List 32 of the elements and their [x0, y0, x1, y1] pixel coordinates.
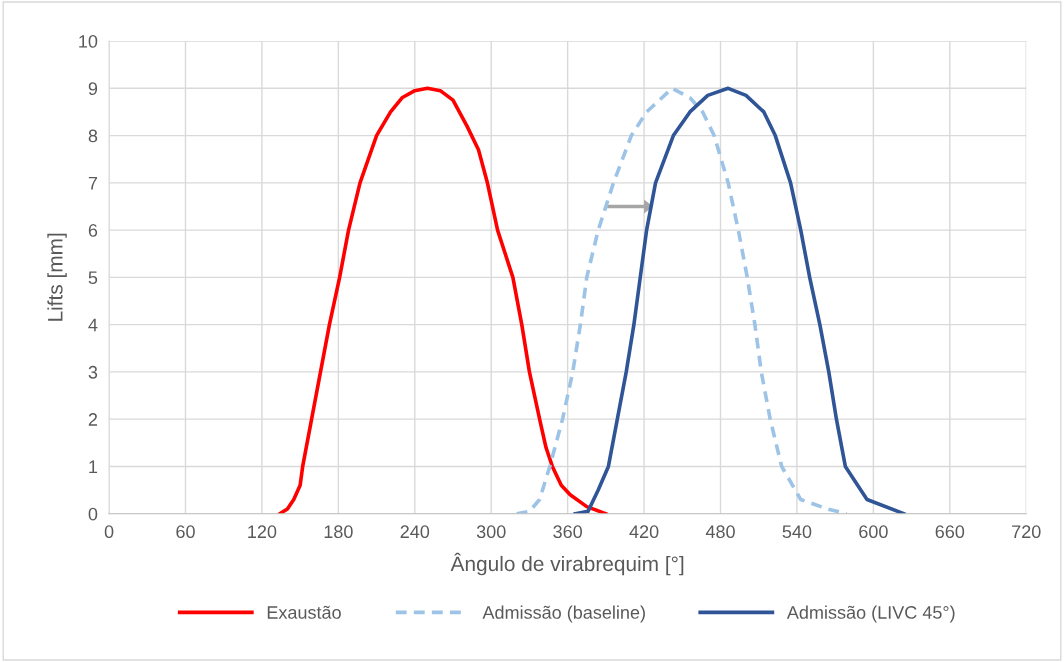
y-tick-label: 4 [88, 318, 98, 332]
legend-label: Exaustão [267, 605, 341, 619]
y-tick-label: 1 [89, 460, 98, 473]
x-tick-label: 420 [629, 525, 659, 539]
x-tick-label: 0 [104, 525, 114, 539]
x-tick-label: 660 [935, 525, 965, 539]
y-tick-label: 7 [88, 176, 98, 190]
y-tick-label: 0 [88, 507, 98, 521]
x-axis-title: Ângulo de virabrequim [°] [450, 552, 684, 576]
y-tick-label: 8 [88, 129, 98, 143]
x-tick-label: 360 [553, 525, 582, 539]
line-series [514, 86, 849, 514]
y-tick-label: 10 [79, 34, 98, 48]
x-tick-label: 480 [705, 525, 735, 539]
line-series [573, 86, 906, 514]
y-tick-label: 9 [88, 82, 98, 96]
y-tick-label: 2 [88, 413, 98, 426]
x-tick-label: 600 [859, 525, 888, 539]
line-series [277, 86, 608, 514]
y-tick-label: 5 [88, 271, 98, 285]
legend-label: Admissão (baseline) [482, 605, 645, 623]
legend-label: Admissão (LIVC 45°) [786, 605, 955, 623]
x-tick-label: 120 [248, 525, 277, 539]
x-tick-label: 300 [476, 525, 506, 539]
x-tick-label: 720 [1012, 525, 1041, 539]
y-tick-label: 3 [88, 365, 98, 379]
x-tick-label: 540 [782, 525, 812, 539]
x-tick-label: 60 [176, 525, 195, 539]
y-tick-label: 6 [88, 224, 98, 237]
x-tick-label: 180 [324, 525, 353, 539]
x-tick-label: 240 [400, 525, 430, 539]
y-axis-title: Lifts [mm] [47, 233, 67, 321]
